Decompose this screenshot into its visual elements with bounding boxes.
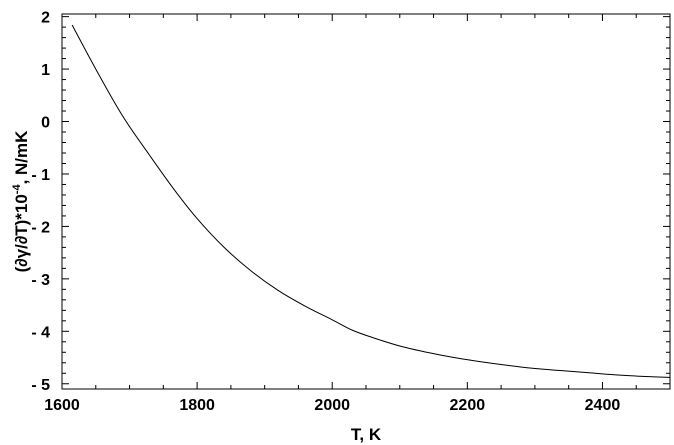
x-axis-ticks: 1600 1800 2000 2200 2400: [44, 14, 671, 414]
y-axis-title: (∂γ/∂T)*10-4, N/mK: [11, 130, 31, 273]
y-axis-title-unit: , N/mK: [12, 130, 31, 185]
x-tick-label: 2000: [314, 397, 350, 414]
y-tick-label: 1: [41, 62, 50, 79]
y-axis-ticks: 2 1 0 - 1 - 2 - 3 - 4 - 5: [31, 10, 670, 394]
x-tick-label: 1800: [179, 397, 215, 414]
y-axis-title-main: (∂γ/∂T)*10: [12, 194, 31, 272]
y-tick-label: - 2: [31, 219, 50, 236]
x-axis-title: T, K: [351, 425, 382, 444]
y-tick-label: - 5: [31, 377, 50, 394]
y-tick-label: - 1: [31, 167, 50, 184]
x-tick-label: 1600: [44, 397, 80, 414]
y-axis-title-exponent: -4: [11, 184, 23, 195]
x-tick-label: 2200: [450, 397, 486, 414]
y-tick-label: - 3: [31, 272, 50, 289]
series-line: [71, 24, 671, 378]
y-tick-label: 0: [41, 115, 50, 132]
plot-frame: [61, 13, 671, 390]
x-tick-label: 2400: [585, 397, 621, 414]
data-series: [71, 24, 671, 378]
y-tick-label: 2: [41, 10, 50, 27]
y-tick-label: - 4: [31, 324, 50, 341]
